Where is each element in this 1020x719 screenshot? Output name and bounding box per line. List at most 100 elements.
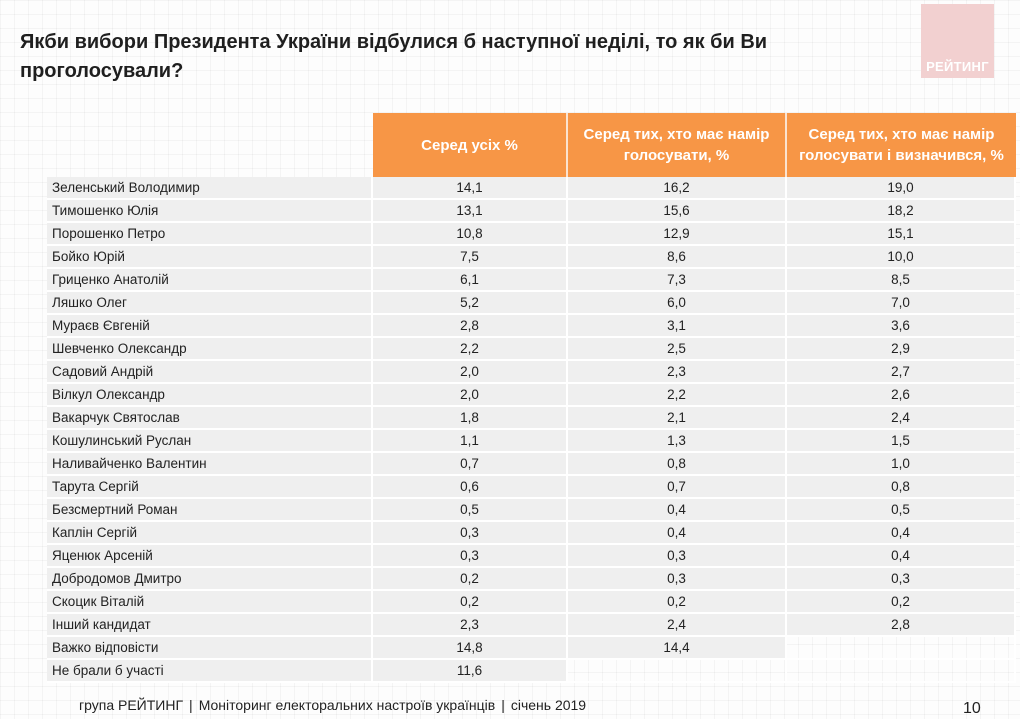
value-among-all: 1,8	[373, 407, 568, 430]
table-row: Яценюк Арсеній 0,3 0,3 0,4	[47, 545, 1016, 568]
header-among-all: Серед усіх %	[373, 113, 568, 177]
table-row: Вілкул Олександр 2,0 2,2 2,6	[47, 384, 1016, 407]
value-among-decided: 3,6	[787, 315, 1016, 338]
value-among-all: 0,2	[373, 568, 568, 591]
candidate-name: Вакарчук Святослав	[47, 407, 373, 430]
footer-separator: |	[189, 697, 193, 713]
candidate-name: Вілкул Олександр	[47, 384, 373, 407]
value-among-intending: 0,3	[568, 568, 787, 591]
value-among-all: 0,6	[373, 476, 568, 499]
value-among-all: 2,0	[373, 361, 568, 384]
candidate-name: Скоцик Віталій	[47, 591, 373, 614]
header-among-decided: Серед тих, хто має намір голосувати і ви…	[787, 113, 1016, 177]
table-row: Тарута Сергій 0,6 0,7 0,8	[47, 476, 1016, 499]
candidate-name: Ляшко Олег	[47, 292, 373, 315]
value-among-decided: 2,8	[787, 614, 1016, 637]
table-header-row: Серед усіх % Серед тих, хто має намір го…	[47, 113, 1016, 177]
value-among-all: 2,2	[373, 338, 568, 361]
value-among-all: 0,3	[373, 522, 568, 545]
candidate-name: Безсмертний Роман	[47, 499, 373, 522]
candidate-name: Наливайченко Валентин	[47, 453, 373, 476]
value-among-all: 14,1	[373, 177, 568, 200]
page-title: Якби вибори Президента України відбулися…	[20, 31, 768, 82]
footer-separator: |	[501, 697, 505, 713]
footer-org: група РЕЙТИНГ	[79, 697, 184, 713]
value-among-all: 0,2	[373, 591, 568, 614]
candidate-name: Каплін Сергій	[47, 522, 373, 545]
candidate-name: Добродомов Дмитро	[47, 568, 373, 591]
value-among-decided: 0,2	[787, 591, 1016, 614]
candidate-name: Інший кандидат	[47, 614, 373, 637]
header-candidate	[47, 113, 373, 177]
value-among-all: 11,6	[373, 660, 568, 683]
value-among-all: 14,8	[373, 637, 568, 660]
value-among-intending: 0,2	[568, 591, 787, 614]
candidate-name: Гриценко Анатолій	[47, 269, 373, 292]
value-among-intending: 6,0	[568, 292, 787, 315]
footer-date: січень 2019	[510, 697, 587, 713]
value-among-intending: 15,6	[568, 200, 787, 223]
value-among-decided: 2,4	[787, 407, 1016, 430]
candidate-name: Мураєв Євгеній	[47, 315, 373, 338]
candidate-name: Важко відповісти	[47, 637, 373, 660]
value-among-intending: 7,3	[568, 269, 787, 292]
table-row: Гриценко Анатолій 6,1 7,3 8,5	[47, 269, 1016, 292]
table-row: Скоцик Віталій 0,2 0,2 0,2	[47, 591, 1016, 614]
value-among-intending: 0,4	[568, 499, 787, 522]
value-among-decided	[787, 660, 1016, 683]
candidate-name: Порошенко Петро	[47, 223, 373, 246]
candidate-name: Не брали б участі	[47, 660, 373, 683]
table-row: Садовий Андрій 2,0 2,3 2,7	[47, 361, 1016, 384]
candidate-name: Шевченко Олександр	[47, 338, 373, 361]
table-row: Каплін Сергій 0,3 0,4 0,4	[47, 522, 1016, 545]
table-row: Інший кандидат 2,3 2,4 2,8	[47, 614, 1016, 637]
value-among-intending: 2,1	[568, 407, 787, 430]
table-row: Бойко Юрій 7,5 8,6 10,0	[47, 246, 1016, 269]
table-row: Важко відповісти 14,8 14,4	[47, 637, 1016, 660]
value-among-intending	[568, 660, 787, 683]
value-among-decided: 0,5	[787, 499, 1016, 522]
value-among-intending: 0,7	[568, 476, 787, 499]
value-among-decided: 0,3	[787, 568, 1016, 591]
value-among-decided: 10,0	[787, 246, 1016, 269]
poll-results-table: Серед усіх % Серед тих, хто має намір го…	[47, 113, 1016, 683]
candidate-name: Яценюк Арсеній	[47, 545, 373, 568]
value-among-intending: 0,4	[568, 522, 787, 545]
value-among-all: 2,8	[373, 315, 568, 338]
table-row: Тимошенко Юлія 13,1 15,6 18,2	[47, 200, 1016, 223]
table-row: Вакарчук Святослав 1,8 2,1 2,4	[47, 407, 1016, 430]
value-among-all: 13,1	[373, 200, 568, 223]
value-among-all: 6,1	[373, 269, 568, 292]
value-among-decided: 1,0	[787, 453, 1016, 476]
value-among-decided	[787, 637, 1016, 660]
header-among-intending: Серед тих, хто має намір голосувати, %	[568, 113, 787, 177]
value-among-all: 0,7	[373, 453, 568, 476]
table-row: Добродомов Дмитро 0,2 0,3 0,3	[47, 568, 1016, 591]
table-row: Безсмертний Роман 0,5 0,4 0,5	[47, 499, 1016, 522]
candidate-name: Зеленський Володимир	[47, 177, 373, 200]
logo-text: РЕЙТИНГ	[926, 59, 989, 74]
value-among-decided: 1,5	[787, 430, 1016, 453]
value-among-decided: 0,4	[787, 522, 1016, 545]
candidate-name: Тарута Сергій	[47, 476, 373, 499]
value-among-intending: 2,4	[568, 614, 787, 637]
value-among-all: 0,3	[373, 545, 568, 568]
value-among-decided: 18,2	[787, 200, 1016, 223]
value-among-all: 0,5	[373, 499, 568, 522]
candidate-name: Кошулинський Руслан	[47, 430, 373, 453]
table-row: Кошулинський Руслан 1,1 1,3 1,5	[47, 430, 1016, 453]
value-among-decided: 0,8	[787, 476, 1016, 499]
candidate-name: Бойко Юрій	[47, 246, 373, 269]
table-row: Ляшко Олег 5,2 6,0 7,0	[47, 292, 1016, 315]
table-row: Наливайченко Валентин 0,7 0,8 1,0	[47, 453, 1016, 476]
value-among-intending: 3,1	[568, 315, 787, 338]
value-among-all: 1,1	[373, 430, 568, 453]
candidate-name: Садовий Андрій	[47, 361, 373, 384]
value-among-all: 7,5	[373, 246, 568, 269]
value-among-intending: 2,2	[568, 384, 787, 407]
value-among-intending: 16,2	[568, 177, 787, 200]
table-row: Шевченко Олександр 2,2 2,5 2,9	[47, 338, 1016, 361]
value-among-intending: 1,3	[568, 430, 787, 453]
table-row: Мураєв Євгеній 2,8 3,1 3,6	[47, 315, 1016, 338]
value-among-decided: 15,1	[787, 223, 1016, 246]
